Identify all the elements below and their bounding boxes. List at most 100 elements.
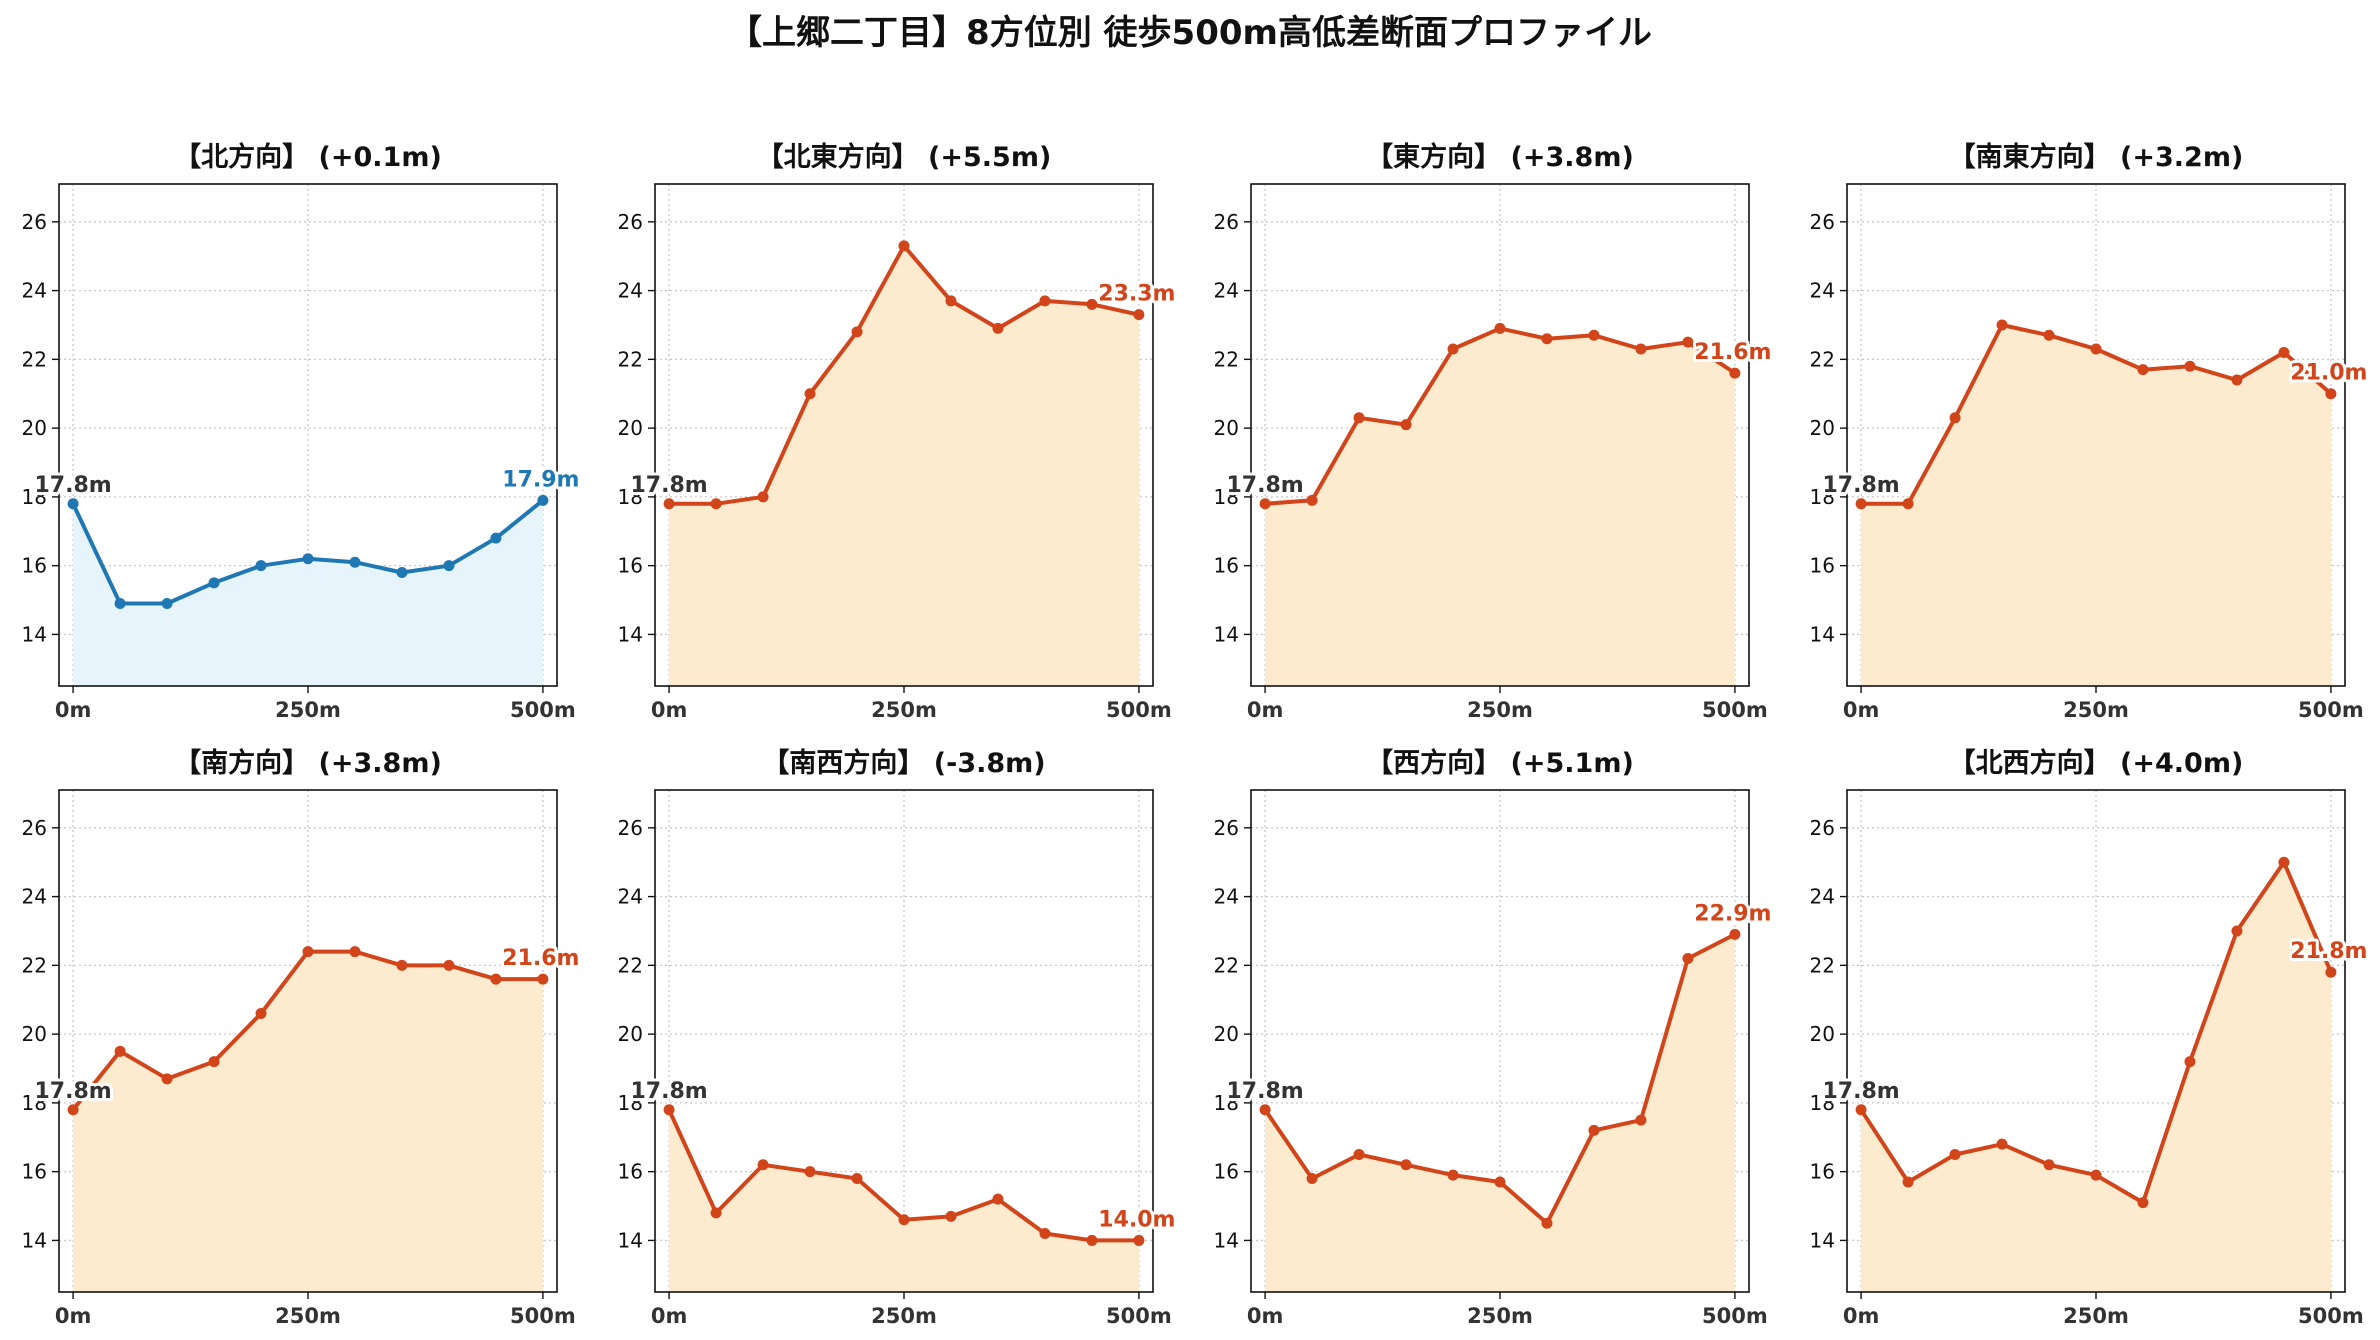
chart-2-xtick-label-1: 250m (871, 698, 937, 722)
chart-6-ytick-label-5: 24 (618, 885, 643, 909)
chart-4-area (1861, 325, 2331, 686)
chart-7-point-2 (1353, 1148, 1365, 1160)
chart-7-point-10 (1729, 928, 1741, 940)
chart-6-xtick-label-1: 250m (871, 1304, 937, 1328)
chart-2-title: 【北東方向】 (+5.5m) (757, 141, 1052, 173)
chart-1-point-8 (443, 560, 455, 572)
chart-5-ytick-label-1: 16 (22, 1160, 47, 1184)
chart-8-ytick-label-1: 16 (1810, 1160, 1835, 1184)
chart-8-area (1861, 862, 2331, 1292)
chart-5-xtick-label-1: 250m (275, 1304, 341, 1328)
chart-4-xtick-label-2: 500m (2298, 698, 2364, 722)
chart-8-end-label: 21.8m (2290, 939, 2367, 964)
chart-5-ytick-label-4: 22 (22, 953, 47, 977)
chart-2-point-0 (663, 498, 675, 510)
chart-8-title: 【北西方向】 (+4.0m) (1949, 747, 2244, 779)
chart-3-point-4 (1447, 343, 1459, 355)
chart-6-ytick-label-6: 26 (618, 816, 643, 840)
chart-3-point-10 (1729, 367, 1741, 379)
chart-8-point-10 (2325, 966, 2337, 978)
chart-2-point-6 (945, 295, 957, 307)
chart-6-point-6 (945, 1210, 957, 1222)
chart-3-point-5 (1494, 322, 1506, 334)
chart-1-end-label: 17.9m (502, 467, 579, 492)
chart-7-xtick-label-2: 500m (1702, 1304, 1768, 1328)
chart-5-point-3 (208, 1056, 220, 1068)
chart-4-point-8 (2231, 374, 2243, 386)
chart-5-area (73, 951, 543, 1292)
chart-4-end-label: 21.0m (2290, 361, 2367, 386)
chart-2-ytick-label-3: 20 (618, 416, 643, 440)
chart-4-point-10 (2325, 388, 2337, 400)
chart-2-point-9 (1086, 298, 1098, 310)
chart-2-ytick-label-2: 18 (618, 485, 643, 509)
chart-5-ytick-label-3: 20 (22, 1022, 47, 1046)
chart-3-point-1 (1306, 494, 1318, 506)
chart-2-ytick-label-6: 26 (618, 210, 643, 234)
chart-3-xtick-label-2: 500m (1702, 698, 1768, 722)
chart-4-ytick-label-5: 24 (1810, 279, 1835, 303)
chart-7-point-9 (1682, 952, 1694, 964)
chart-2-ytick-label-0: 14 (618, 622, 643, 646)
chart-8-point-8 (2231, 925, 2243, 937)
chart-1-title: 【北方向】 (+0.1m) (174, 141, 442, 173)
chart-2-point-5 (898, 240, 910, 252)
chart-4-point-6 (2137, 364, 2149, 376)
chart-3-start-label: 17.8m (1226, 473, 1303, 498)
chart-4-point-3 (1996, 319, 2008, 331)
chart-7-area (1265, 934, 1735, 1292)
chart-7-point-8 (1635, 1114, 1647, 1126)
chart-2-point-3 (804, 388, 816, 400)
chart-3-end-label: 21.6m (1694, 340, 1771, 365)
chart-3-point-2 (1353, 412, 1365, 424)
chart-3-ytick-label-6: 26 (1214, 210, 1239, 234)
chart-7-panel: 【西方向】 (+5.1m) 14 16 18 20 22 24 26 0m 250m 500m 17.… (1214, 747, 1775, 1328)
chart-8-point-0 (1855, 1104, 1867, 1116)
chart-4-point-4 (2043, 329, 2055, 341)
chart-4-ytick-label-3: 20 (1810, 416, 1835, 440)
chart-2-ytick-label-4: 22 (618, 347, 643, 371)
chart-8-xtick-label-0: 0m (1843, 1304, 1880, 1328)
chart-8-ytick-label-2: 18 (1810, 1091, 1835, 1115)
chart-4-point-9 (2278, 346, 2290, 358)
chart-3-ytick-label-3: 20 (1214, 416, 1239, 440)
chart-8-panel: 【北西方向】 (+4.0m) 14 16 18 20 22 24 26 0m 250m 500m 17… (1810, 747, 2371, 1328)
chart-6-end-label: 14.0m (1098, 1207, 1175, 1232)
chart-7-ytick-label-0: 14 (1214, 1228, 1239, 1252)
chart-2-xtick-label-2: 500m (1106, 698, 1172, 722)
chart-2-point-7 (992, 322, 1004, 334)
chart-6-xtick-label-0: 0m (651, 1304, 688, 1328)
chart-3-point-9 (1682, 336, 1694, 348)
chart-1-point-1 (114, 597, 126, 609)
chart-4-xtick-label-1: 250m (2063, 698, 2129, 722)
chart-8-ytick-label-4: 22 (1810, 953, 1835, 977)
chart-8-point-6 (2137, 1197, 2149, 1209)
chart-7-ytick-label-5: 24 (1214, 885, 1239, 909)
chart-5-point-10 (537, 973, 549, 985)
chart-4-point-5 (2090, 343, 2102, 355)
chart-4-ytick-label-0: 14 (1810, 622, 1835, 646)
chart-3-area (1265, 328, 1735, 686)
chart-7-end-label: 22.9m (1694, 901, 1771, 926)
chart-5-end-label: 21.6m (502, 946, 579, 971)
chart-1-point-4 (255, 560, 267, 572)
chart-5-point-0 (67, 1104, 79, 1116)
chart-1-panel: 【北方向】 (+0.1m) 14 16 18 20 22 24 26 0m 250m 500m 17.… (22, 141, 583, 722)
chart-7-start-label: 17.8m (1226, 1079, 1303, 1104)
chart-4-ytick-label-2: 18 (1810, 485, 1835, 509)
chart-1-point-9 (490, 532, 502, 544)
chart-7-ytick-label-2: 18 (1214, 1091, 1239, 1115)
chart-5-title: 【南方向】 (+3.8m) (174, 747, 442, 779)
chart-5-point-1 (114, 1045, 126, 1057)
chart-6-point-0 (663, 1104, 675, 1116)
chart-7-xtick-label-1: 250m (1467, 1304, 1533, 1328)
chart-4-xtick-label-0: 0m (1843, 698, 1880, 722)
chart-8-ytick-label-0: 14 (1810, 1228, 1835, 1252)
chart-3-ytick-label-4: 22 (1214, 347, 1239, 371)
chart-6-ytick-label-2: 18 (618, 1091, 643, 1115)
chart-8-point-2 (1949, 1148, 1961, 1160)
chart-1-point-5 (302, 553, 314, 565)
chart-1-ytick-label-4: 22 (22, 347, 47, 371)
chart-1-ytick-label-3: 20 (22, 416, 47, 440)
